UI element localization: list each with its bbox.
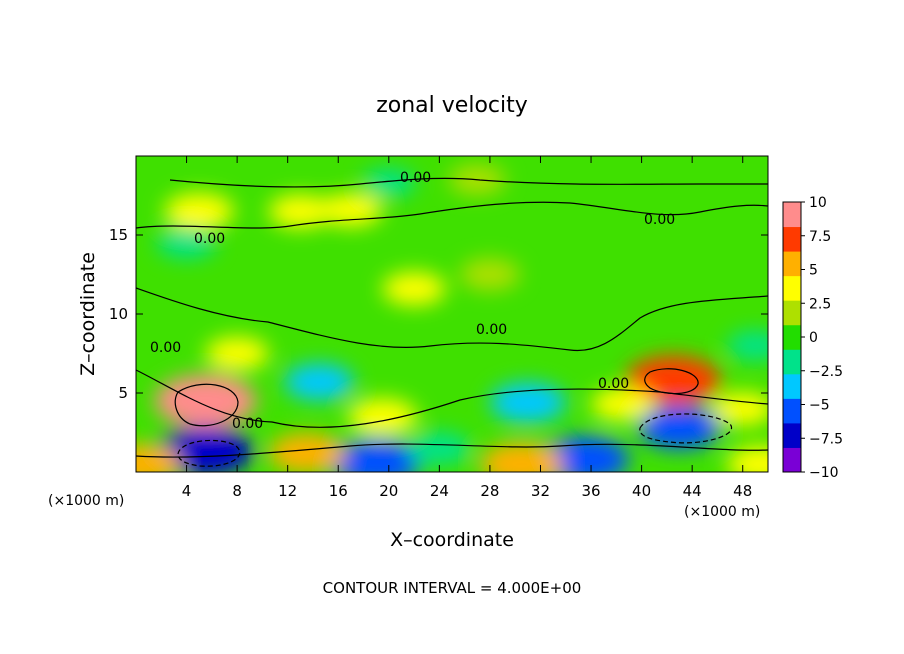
x-tick-label: 8 [232, 482, 242, 500]
x-axis-label: X–coordinate [390, 529, 514, 551]
velocity-feature [362, 168, 416, 198]
velocity-feature [136, 444, 181, 472]
contour-label: 0.00 [150, 340, 181, 356]
x-tick-label: 16 [329, 482, 348, 500]
velocity-feature [726, 445, 768, 472]
colorbar-segment [783, 300, 801, 326]
contour-label: 0.00 [232, 416, 263, 432]
x-tick-label: 48 [733, 482, 752, 500]
colorbar-segment [783, 275, 801, 301]
velocity-feature [164, 192, 234, 230]
colorbar-tick-label: 10 [809, 195, 827, 211]
velocity-feature [319, 192, 383, 227]
x-tick-label: 20 [379, 482, 398, 500]
zero-contour-upper [136, 201, 768, 229]
positive-contour-left [174, 383, 239, 427]
colorbar-segment [783, 422, 801, 448]
velocity-feature [382, 271, 446, 306]
y-tick-label: 15 [109, 226, 128, 244]
zero-contour-top [169, 177, 768, 188]
colorbar-segment [783, 202, 801, 228]
zero-contour-base [136, 443, 768, 458]
velocity-feature [711, 392, 768, 426]
x-tick-label: 24 [430, 482, 449, 500]
colorbar-tick-label: 7.5 [809, 229, 831, 245]
y-axis: 5 10 15 [109, 226, 768, 402]
velocity-feature [331, 439, 421, 472]
x-axis: 4 8 12 16 20 24 28 32 36 40 44 48 [182, 156, 752, 500]
contour-labels: 0.00 0.00 0.00 0.00 0.00 0.00 0.00 [150, 170, 675, 432]
colorbar-segment [783, 373, 801, 399]
x-tick-label: 40 [632, 482, 651, 500]
colorbar-tick-label: −2.5 [809, 364, 843, 380]
x-tick-label: 32 [531, 482, 550, 500]
y-axis-label: Z–coordinate [77, 252, 99, 376]
x-tick-label: 28 [480, 482, 499, 500]
velocity-feature [726, 330, 768, 361]
velocity-feature [156, 226, 217, 259]
contour-label: 0.00 [598, 376, 629, 392]
contour-label: 0.00 [476, 322, 507, 338]
velocity-feature [347, 398, 418, 436]
negative-contour-left [177, 439, 241, 467]
colorbar-segment [783, 398, 801, 424]
colorbar-segment [783, 251, 801, 277]
zero-contour-mid [136, 287, 768, 352]
contour-label: 0.00 [644, 212, 675, 228]
velocity-feature [638, 406, 721, 450]
colorbar-tick-label: 0 [809, 330, 818, 346]
colorbar-tick-label: 2.5 [809, 296, 831, 312]
velocity-feature [205, 336, 269, 371]
velocity-feature [284, 363, 355, 401]
velocity-feature [154, 374, 257, 428]
plot-area: 0.00 0.00 0.00 0.00 0.00 0.00 0.00 [136, 156, 768, 472]
contour-label: 0.00 [400, 170, 431, 186]
positive-contour-right [644, 368, 699, 395]
x-unit-left: (×1000 m) [48, 493, 124, 509]
contour-lines [136, 177, 768, 467]
velocity-feature [625, 355, 721, 406]
negative-contour-right [639, 413, 733, 444]
y-tick-label: 10 [109, 305, 128, 323]
x-tick-label: 36 [581, 482, 600, 500]
chart-title: zonal velocity [376, 93, 528, 118]
velocity-feature [268, 433, 345, 472]
colorbar-tick-label: 5 [809, 263, 818, 279]
velocity-feature [591, 387, 655, 421]
contour-interval-note: CONTOUR INTERVAL = 4.000E+00 [323, 579, 582, 597]
velocity-feature [157, 426, 254, 472]
x-tick-label: 44 [683, 482, 702, 500]
colorbar-tick-label: −5 [809, 398, 830, 414]
zero-contour-lower [136, 369, 768, 428]
y-tick-label: 5 [118, 384, 128, 402]
velocity-feature [407, 431, 471, 466]
velocity-feature [459, 258, 520, 291]
colorbar: 10 7.5 5 2.5 0 −2.5 −5 −7.5 −10 [782, 195, 843, 481]
colorbar-tick-label: −10 [809, 465, 839, 481]
x-tick-label: 4 [182, 482, 192, 500]
contour-label: 0.00 [194, 231, 225, 247]
colorbar-segment [783, 447, 801, 473]
x-unit-right: (×1000 m) [684, 504, 760, 520]
colorbar-tick-label: −7.5 [809, 431, 843, 447]
velocity-feature [268, 194, 332, 229]
velocity-feature [489, 382, 566, 423]
x-tick-label: 12 [278, 482, 297, 500]
colorbar-segment [783, 349, 801, 375]
colorbar-segment [783, 226, 801, 252]
velocity-feature [480, 442, 563, 472]
colorbar-segment [783, 324, 801, 350]
